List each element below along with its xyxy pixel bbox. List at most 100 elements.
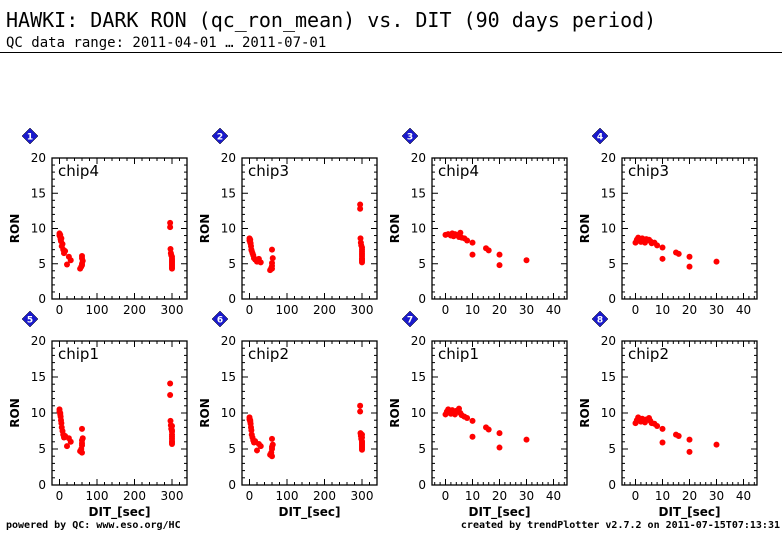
- x-tick-label: 200: [313, 303, 336, 317]
- x-tick-label: 40: [546, 303, 561, 317]
- data-point: [257, 443, 264, 450]
- data-point: [659, 439, 666, 446]
- data-point: [359, 446, 365, 453]
- x-axis-label: DIT_[sec]: [279, 505, 341, 520]
- data-point: [269, 265, 275, 272]
- x-tick-label: 300: [351, 303, 374, 317]
- data-point: [167, 380, 174, 387]
- x-tick-label: 0: [246, 489, 254, 503]
- data-point: [469, 251, 476, 258]
- y-axis-label: RON: [578, 398, 592, 427]
- x-tick-label: 0: [442, 489, 450, 503]
- x-tick-label: 20: [682, 303, 697, 317]
- data-point: [485, 426, 492, 433]
- data-point: [357, 408, 364, 415]
- x-tick-label: 100: [276, 303, 299, 317]
- y-tick-label: 15: [601, 370, 616, 384]
- y-tick-label: 0: [608, 292, 616, 306]
- data-point: [659, 244, 666, 251]
- panel-number-label: 3: [407, 133, 413, 143]
- chart-panel-7: 0 5 10 15 20 0 10 20 30 40 RON DIT_[sec] chip1 7: [388, 310, 568, 520]
- y-tick-label: 5: [228, 257, 236, 271]
- y-tick-label: 0: [418, 478, 426, 492]
- page-title: HAWKI: DARK RON (qc_ron_mean) vs. DIT (9…: [6, 8, 657, 32]
- y-axis-label: RON: [198, 214, 212, 243]
- y-axis-label: RON: [388, 214, 402, 243]
- panel-number-label: 5: [27, 316, 33, 326]
- data-point: [67, 257, 74, 264]
- data-point: [67, 438, 74, 445]
- data-point: [464, 415, 471, 422]
- x-tick-label: 200: [123, 489, 146, 503]
- data-point: [167, 224, 174, 231]
- x-tick-label: 300: [351, 489, 374, 503]
- x-tick-label: 40: [736, 303, 751, 317]
- x-tick-label: 20: [492, 489, 507, 503]
- y-tick-label: 5: [228, 442, 236, 456]
- data-point: [62, 248, 69, 255]
- y-axis-label: RON: [388, 398, 402, 427]
- footer-credit: powered by QC: www.eso.org/HC: [6, 520, 181, 531]
- panel-chip-label: chip4: [58, 162, 99, 180]
- x-tick-label: 10: [465, 303, 480, 317]
- panel-chip-label: chip3: [248, 162, 289, 180]
- data-point: [169, 422, 175, 429]
- footer-generator: created by trendPlotter v2.7.2 on 2011-0…: [460, 520, 780, 531]
- y-tick-label: 20: [601, 334, 616, 348]
- data-point: [496, 444, 503, 451]
- panel-number-badge: [591, 310, 609, 328]
- x-tick-label: 0: [246, 303, 254, 317]
- data-point: [58, 235, 65, 242]
- data-point: [469, 433, 476, 440]
- panel-number-label: 4: [597, 133, 603, 143]
- panel-number-label: 7: [407, 316, 413, 326]
- x-tick-label: 10: [655, 303, 670, 317]
- x-tick-label: 300: [161, 489, 184, 503]
- y-tick-label: 15: [221, 186, 236, 200]
- x-tick-label: 0: [56, 489, 64, 503]
- y-tick-label: 5: [608, 257, 616, 271]
- data-point: [58, 420, 65, 427]
- page-subtitle: QC data range: 2011-04-01 … 2011-07-01: [6, 35, 327, 51]
- y-axis-label: RON: [198, 398, 212, 427]
- panel-number-badge: [211, 127, 229, 145]
- y-axis-label: RON: [8, 214, 22, 243]
- panel-number-label: 2: [217, 133, 223, 143]
- data-point: [169, 265, 175, 272]
- data-point: [167, 219, 174, 226]
- x-tick-label: 100: [86, 489, 109, 503]
- x-tick-label: 30: [709, 303, 724, 317]
- data-point: [659, 255, 666, 262]
- data-point: [357, 201, 364, 208]
- data-point: [167, 417, 174, 424]
- data-point: [686, 253, 693, 260]
- data-point: [269, 260, 275, 267]
- data-point: [79, 262, 85, 269]
- y-tick-label: 20: [221, 151, 236, 165]
- x-tick-label: 200: [123, 303, 146, 317]
- x-tick-label: 0: [56, 303, 64, 317]
- data-point: [357, 205, 364, 212]
- y-tick-label: 15: [411, 370, 426, 384]
- panel-number-label: 8: [597, 316, 603, 326]
- y-tick-label: 0: [418, 292, 426, 306]
- data-point: [713, 258, 720, 265]
- data-point: [686, 448, 693, 455]
- panel-chip-label: chip2: [628, 345, 669, 363]
- x-tick-label: 20: [682, 489, 697, 503]
- data-point: [523, 257, 530, 264]
- panel-number-label: 6: [217, 316, 223, 326]
- panel-chip-label: chip1: [438, 345, 479, 363]
- y-tick-label: 10: [31, 222, 46, 236]
- data-point: [654, 422, 661, 429]
- data-point: [359, 259, 365, 266]
- y-tick-label: 10: [601, 222, 616, 236]
- x-tick-label: 30: [709, 489, 724, 503]
- y-tick-label: 5: [38, 442, 46, 456]
- panel-number-badge: [211, 310, 229, 328]
- x-tick-label: 40: [736, 489, 751, 503]
- y-tick-label: 20: [31, 151, 46, 165]
